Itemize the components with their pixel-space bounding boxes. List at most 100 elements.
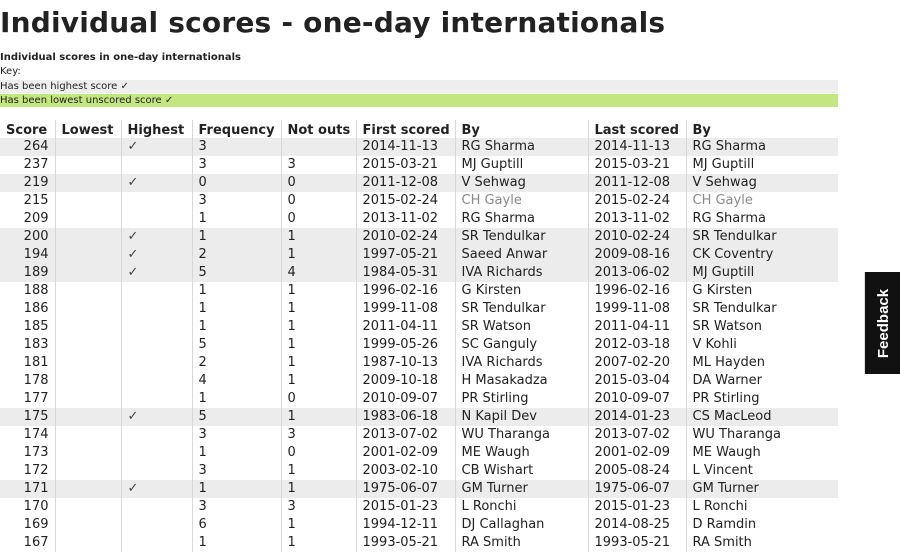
feedback-tab[interactable]: Feedback: [865, 272, 900, 374]
table-row: 215 3 0 2015-02-24 CH Gayle 2015-02-24 CH Gayl…: [0, 192, 838, 210]
cell-score: 177: [0, 390, 56, 408]
cell-last-by: RA Smith: [692, 535, 752, 550]
cell-lowest: [55, 228, 122, 246]
cell-highest: [121, 372, 193, 390]
cell-lowest: [55, 480, 122, 498]
header-first-scored[interactable]: First scored: [356, 120, 456, 138]
cell-lowest: [55, 516, 122, 534]
header-lowest[interactable]: Lowest: [55, 120, 122, 138]
cell-lowest: [55, 426, 122, 444]
table-row: 167 1 1 1993-05-21 RA Smith 1993-05-21 RA Smit…: [0, 534, 838, 552]
table-row: 171 ✓ 1 1 1975-06-07 GM Turner 1975-06-07 GM Tu…: [0, 480, 838, 498]
cell-not-outs: 0: [281, 444, 357, 462]
cell-first-by: SR Tendulkar: [455, 300, 589, 318]
cell-first-by: IVA Richards: [455, 354, 589, 372]
cell-highest: [121, 390, 193, 408]
cell-not-outs: 1: [281, 246, 357, 264]
cell-lowest: [55, 462, 122, 480]
cell-first-scored: 2015-02-24: [356, 192, 456, 210]
cell-first-by: G Kirsten: [455, 282, 589, 300]
cell-highest: ✓: [121, 138, 193, 156]
cell-last-scored: 2011-12-08: [588, 174, 687, 192]
cell-last-scored: 2009-08-16: [588, 246, 687, 264]
cell-highest: [121, 498, 193, 516]
cell-score: 171: [0, 480, 56, 498]
cell-last-by: PR Stirling: [692, 391, 760, 406]
cell-last-scored: 2014-01-23: [588, 408, 687, 426]
cell-first-scored: 1997-05-21: [356, 246, 456, 264]
header-first-by[interactable]: By: [455, 120, 589, 138]
header-last-by[interactable]: By: [692, 123, 711, 138]
header-last-scored[interactable]: Last scored: [588, 120, 687, 138]
cell-score: 186: [0, 300, 56, 318]
cell-first-scored: 1983-06-18: [356, 408, 456, 426]
cell-first-scored: 2013-07-02: [356, 426, 456, 444]
cell-frequency: 5: [192, 408, 282, 426]
cell-frequency: 1: [192, 480, 282, 498]
cell-frequency: 0: [192, 174, 282, 192]
cell-not-outs: 1: [281, 336, 357, 354]
cell-frequency: 3: [192, 462, 282, 480]
cell-lowest: [55, 174, 122, 192]
cell-last-scored: 2001-02-09: [588, 444, 687, 462]
cell-score: 264: [0, 138, 56, 156]
feedback-label: Feedback: [875, 288, 893, 358]
cell-first-by: MJ Guptill: [455, 156, 589, 174]
cell-last-by: RG Sharma: [692, 211, 766, 226]
cell-frequency: 3: [192, 138, 282, 156]
cell-score: 169: [0, 516, 56, 534]
cell-highest: [121, 282, 193, 300]
cell-first-scored: 2015-03-21: [356, 156, 456, 174]
cell-lowest: [55, 354, 122, 372]
header-score[interactable]: Score: [0, 120, 56, 138]
cell-score: 167: [0, 534, 56, 552]
cell-first-scored: 1993-05-21: [356, 534, 456, 552]
cell-first-by: CH Gayle: [455, 192, 589, 210]
cell-last-by: CK Coventry: [686, 246, 838, 264]
table-row: 186 1 1 1999-11-08 SR Tendulkar 1999-11-08 SR …: [0, 300, 838, 318]
cell-frequency: 1: [192, 228, 282, 246]
cell-first-scored: 1984-05-31: [356, 264, 456, 282]
cell-not-outs: 1: [281, 300, 357, 318]
cell-highest: ✓: [121, 228, 193, 246]
cell-lowest: [55, 156, 122, 174]
cell-first-scored: 2015-01-23: [356, 498, 456, 516]
cell-last-by: V Kohli: [692, 337, 737, 352]
cell-last-scored: 2010-09-07: [588, 390, 687, 408]
cell-last-scored: 2015-03-04: [588, 372, 687, 390]
scores-table: Score Lowest Highest Frequency Not outs …: [0, 120, 838, 552]
cell-lowest: [55, 444, 122, 462]
table-row: 237 3 3 2015-03-21 MJ Guptill 2015-03-21 MJ Gu…: [0, 156, 838, 174]
cell-not-outs: 1: [281, 534, 357, 552]
cell-not-outs: 3: [281, 426, 357, 444]
cell-last-scored: 2013-07-02: [588, 426, 687, 444]
cell-score: 200: [0, 228, 56, 246]
header-highest[interactable]: Highest: [121, 120, 193, 138]
cell-first-by: L Ronchi: [455, 498, 589, 516]
cell-lowest: [55, 336, 122, 354]
cell-highest: ✓: [121, 246, 193, 264]
cell-frequency: 1: [192, 390, 282, 408]
cell-first-by: RG Sharma: [455, 210, 589, 228]
cell-lowest: [55, 498, 122, 516]
cell-score: 183: [0, 336, 56, 354]
cell-first-scored: 2009-10-18: [356, 372, 456, 390]
cell-first-scored: 2014-11-13: [356, 138, 456, 156]
cell-first-scored: 2003-02-10: [356, 462, 456, 480]
cell-score: 188: [0, 282, 56, 300]
table-row: 178 4 1 2009-10-18 H Masakadza 2015-03-04 DA W…: [0, 372, 838, 390]
header-not-outs[interactable]: Not outs: [281, 120, 357, 138]
page-title: Individual scores - one-day internationa…: [0, 6, 666, 39]
cell-highest: ✓: [121, 480, 193, 498]
cell-score: 189: [0, 264, 56, 282]
cell-last-scored: 1996-02-16: [588, 282, 687, 300]
table-row: 174 3 3 2013-07-02 WU Tharanga 2013-07-02 WU T…: [0, 426, 838, 444]
table-row: 170 3 3 2015-01-23 L Ronchi 2015-01-23 L Ronch…: [0, 498, 838, 516]
key-label: Key:: [0, 66, 21, 77]
key-highest-score: Has been highest score ✓: [0, 80, 838, 93]
cell-highest: [121, 444, 193, 462]
cell-lowest: [55, 264, 122, 282]
table-row: 172 3 1 2003-02-10 CB Wishart 2005-08-24 L Vin…: [0, 462, 838, 480]
cell-last-by: ML Hayden: [692, 355, 766, 370]
header-frequency[interactable]: Frequency: [192, 120, 282, 138]
